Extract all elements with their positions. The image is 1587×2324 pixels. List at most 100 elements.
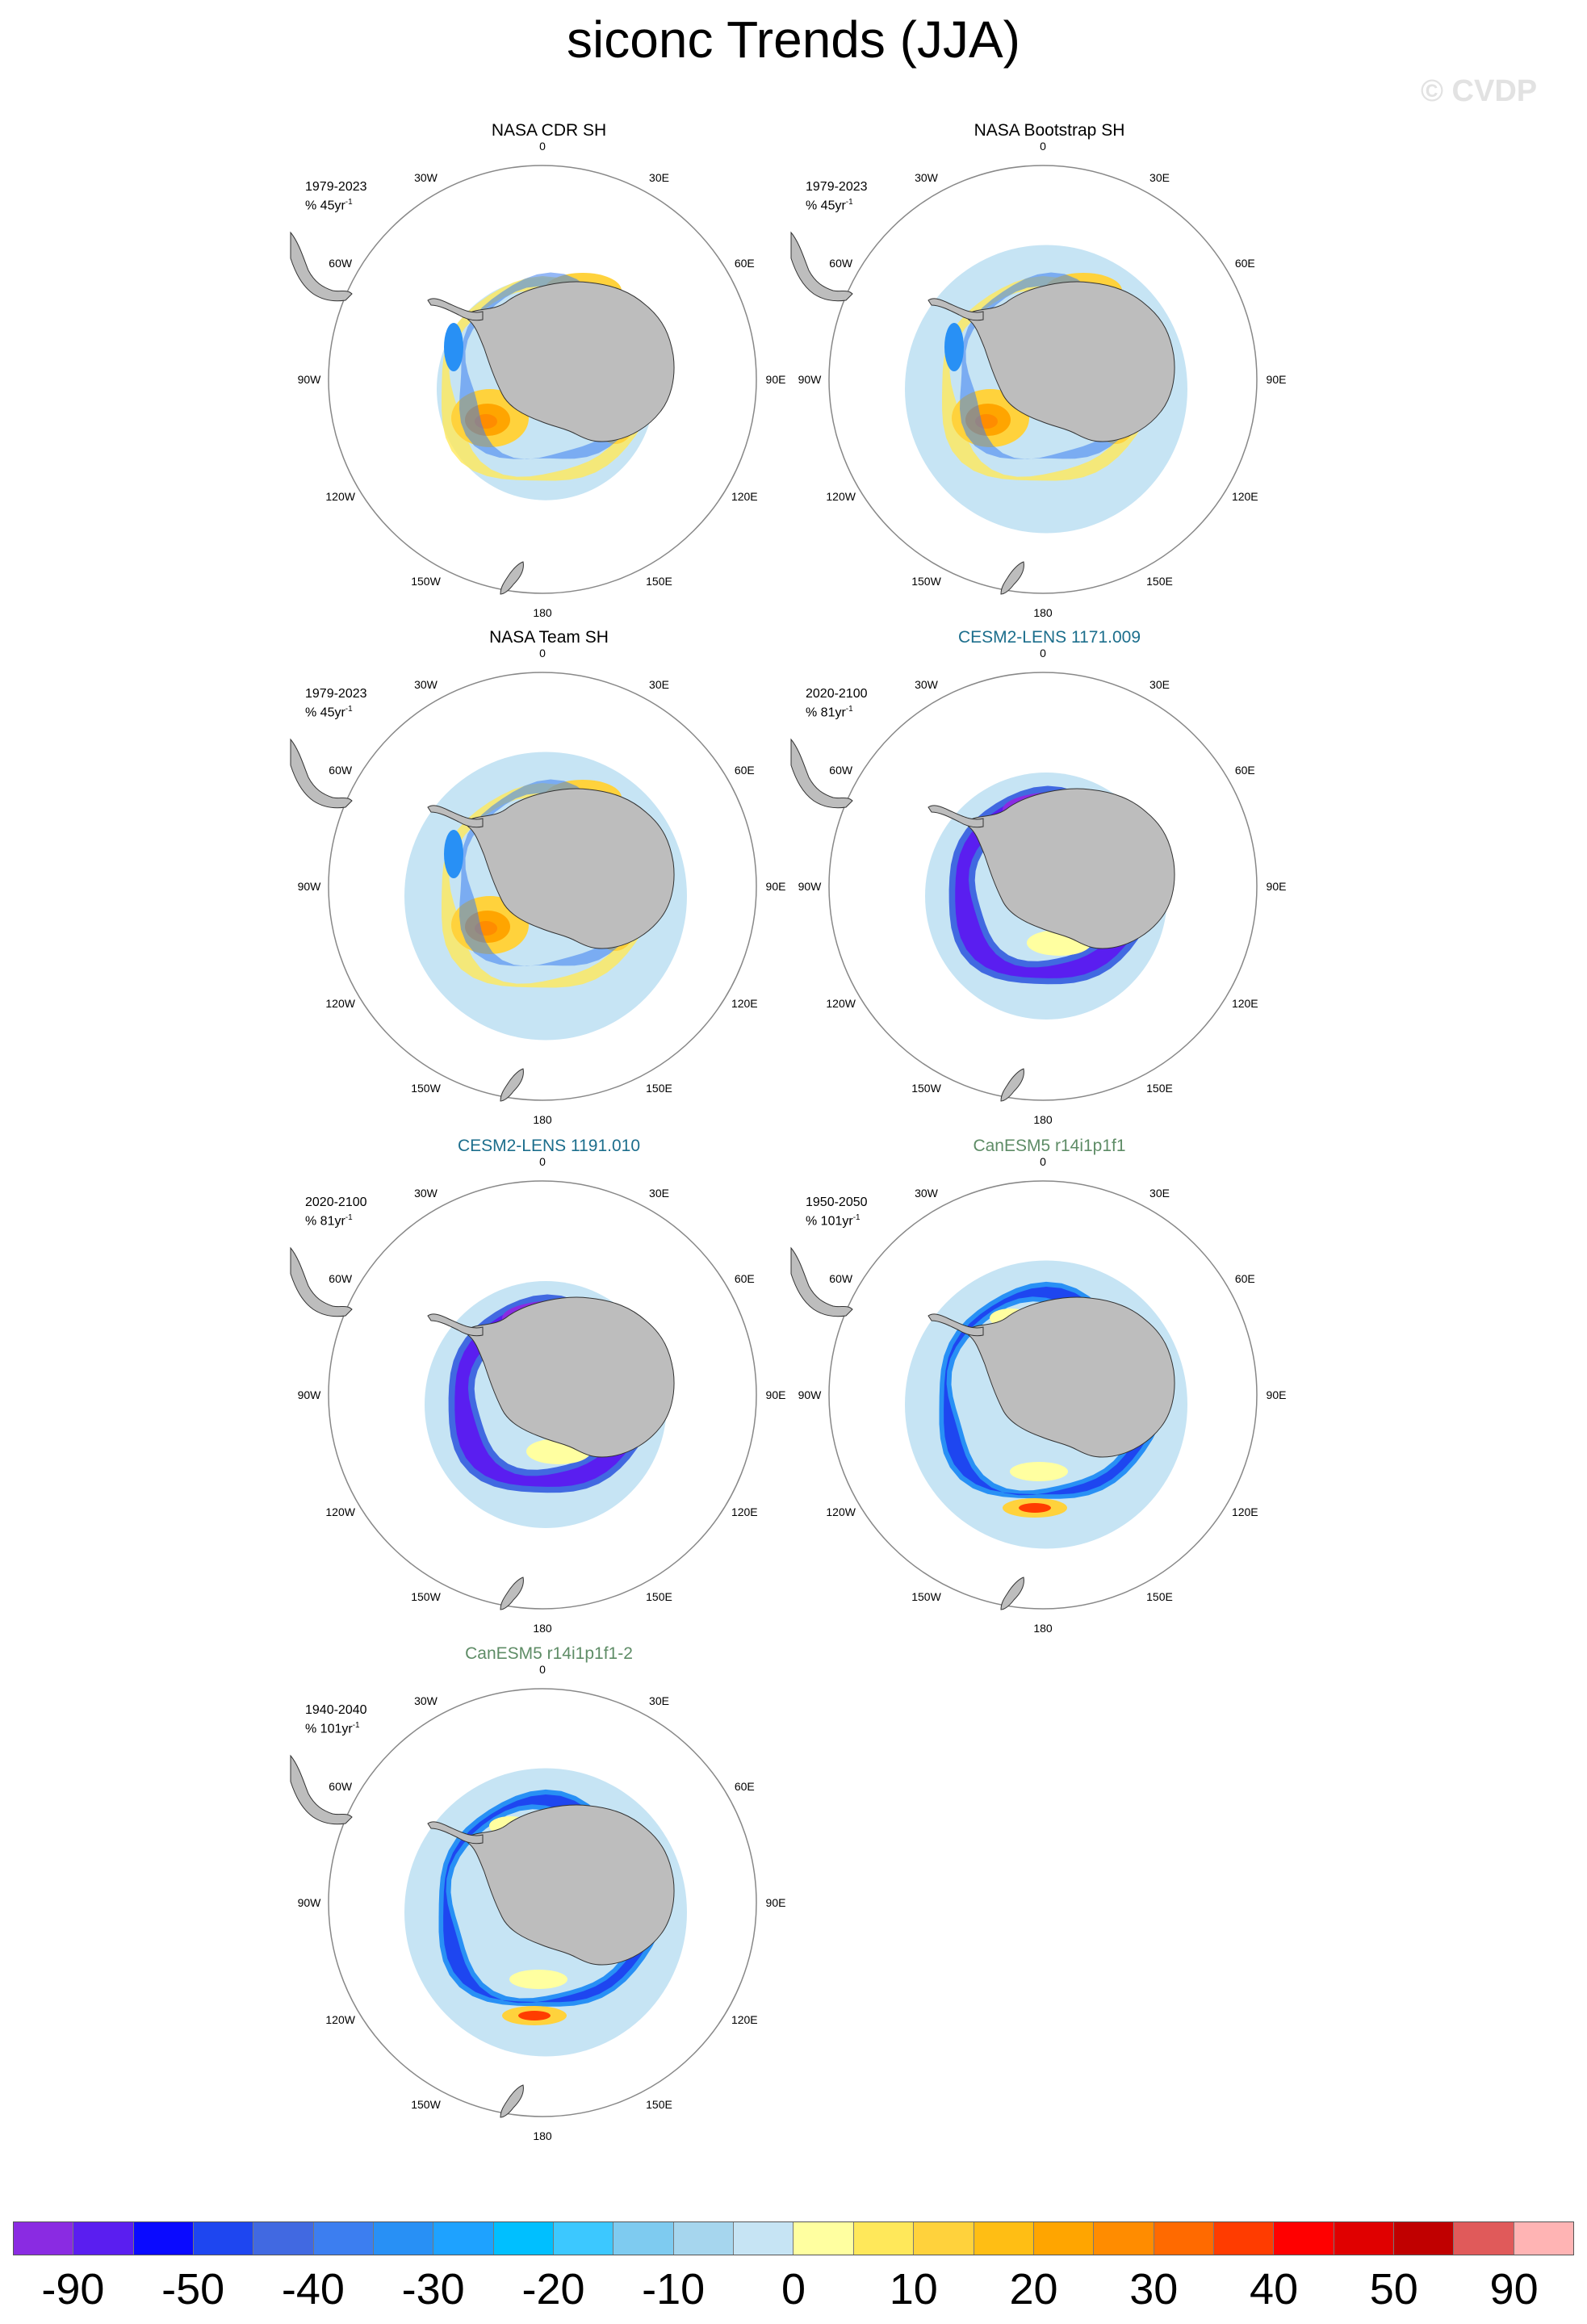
new-zealand-landmass	[1000, 1068, 1024, 1102]
longitude-label: 150E	[1146, 1590, 1173, 1604]
longitude-label: 0	[539, 1663, 546, 1676]
longitude-label: 30W	[414, 677, 438, 691]
period-label: 1979-2023 % 45yr-1	[806, 179, 868, 213]
colorbar-swatch	[1154, 2222, 1214, 2255]
longitude-label: 120E	[731, 489, 758, 503]
trend-units: % 81yr-1	[806, 701, 868, 720]
antarctica-landmass	[466, 788, 675, 949]
longitude-label: 120W	[826, 996, 856, 1010]
colorbar-swatch	[374, 2222, 434, 2255]
antarctica-landmass	[966, 281, 1175, 442]
panel-title: NASA CDR SH	[491, 121, 607, 140]
new-zealand-landmass	[500, 2084, 524, 2118]
longitude-label: 90E	[1266, 373, 1287, 386]
longitude-label: 30E	[649, 170, 669, 184]
units-text: % 81yr	[806, 706, 846, 720]
longitude-label: 90E	[1266, 1388, 1287, 1401]
longitude-label: 30E	[649, 1186, 669, 1200]
period-label: 2020-2100% 81yr-1	[305, 1195, 367, 1229]
longitude-label: 90W	[798, 373, 822, 386]
units-text: % 81yr	[305, 1214, 345, 1229]
longitude-label: 150W	[911, 575, 941, 588]
south-america-landmass	[790, 1246, 853, 1317]
units-text: % 45yr	[305, 199, 345, 213]
longitude-label: 30W	[915, 1186, 938, 1200]
colorbar-swatch	[1393, 2222, 1455, 2255]
colorbar-swatch	[1094, 2222, 1154, 2255]
longitude-label: 0	[1040, 647, 1046, 660]
longitude-label: 150E	[1146, 575, 1173, 588]
longitude-label: 120W	[325, 2012, 355, 2026]
colorbar-swatch	[433, 2222, 494, 2255]
longitude-label: 180	[533, 1622, 552, 1635]
polar-stereographic-map	[790, 672, 1258, 1102]
longitude-label: 30W	[414, 170, 438, 184]
longitude-label: 120W	[325, 1505, 355, 1518]
colorbar-swatch	[133, 2222, 195, 2255]
new-zealand-landmass	[1000, 561, 1024, 595]
colorbar-tick-label: 10	[889, 2265, 938, 2314]
longitude-label: 0	[539, 140, 546, 153]
colorbar-tick-label: 40	[1250, 2265, 1299, 2314]
colorbar-tick-label: 20	[1009, 2265, 1058, 2314]
longitude-label: 60W	[829, 1271, 853, 1285]
longitude-label: 150E	[646, 1082, 672, 1095]
polar-stereographic-map	[290, 672, 757, 1102]
polar-stereographic-map	[290, 165, 757, 595]
units-exponent: -1	[352, 1721, 360, 1730]
longitude-label: 120E	[731, 1505, 758, 1518]
period-label: 1950-2050% 101yr-1	[806, 1195, 868, 1229]
period-label: 2020-2100% 81yr-1	[806, 686, 868, 720]
longitude-label: 60W	[329, 1271, 353, 1285]
units-exponent: -1	[845, 198, 853, 207]
new-zealand-landmass	[500, 1577, 524, 1610]
period-range: 2020-2100	[806, 687, 868, 701]
longitude-label: 60W	[829, 256, 853, 270]
colorbar-tick-label: 50	[1369, 2265, 1418, 2314]
colorbar-swatch	[914, 2222, 974, 2255]
units-text: % 101yr	[305, 1722, 353, 1736]
trend-units: % 81yr-1	[305, 1210, 367, 1229]
colorbar-swatch	[313, 2222, 375, 2255]
period-range: 1979-2023	[806, 180, 868, 194]
colorbar-swatch	[1454, 2222, 1514, 2255]
colorbar-swatch	[794, 2222, 854, 2255]
map-panel: CanESM5 r14i1p1f1-2 1940-2040% 101yr-1 0 30…	[266, 1644, 831, 2169]
colorbar-swatch	[853, 2222, 915, 2255]
figure-title: siconc Trends (JJA)	[567, 10, 1020, 69]
colorbar-labels: -90 -50 -40 -30 -20 -10 0 10 20 30 40 50 90	[13, 2264, 1574, 2314]
period-range: 1950-2050	[806, 1195, 868, 1209]
colorbar-swatch	[1514, 2222, 1573, 2255]
antarctic-peninsula	[427, 1313, 484, 1337]
longitude-label: 60E	[1234, 763, 1255, 777]
longitude-label: 60E	[734, 1779, 755, 1793]
panel-title: CESM2-LENS 1171.009	[957, 628, 1141, 647]
panel-title: NASA Team SH	[489, 628, 609, 647]
polar-stereographic-map	[790, 1180, 1258, 1610]
longitude-label: 120E	[731, 996, 758, 1010]
longitude-label: 120W	[325, 996, 355, 1010]
antarctica-landmass	[966, 788, 1175, 949]
longitude-label: 0	[539, 647, 546, 660]
colorbar-tick-label: -40	[281, 2265, 345, 2314]
units-exponent: -1	[852, 1213, 860, 1222]
period-range: 1940-2040	[305, 1703, 367, 1717]
panel-title: CanESM5 r14i1p1f1	[973, 1137, 1126, 1155]
colorbar-tick-label: -20	[521, 2265, 585, 2314]
new-zealand-landmass	[500, 561, 524, 595]
colorbar-tick-label: -90	[41, 2265, 105, 2314]
period-range: 2020-2100	[305, 1195, 367, 1209]
colorbar-swatch	[1033, 2222, 1095, 2255]
longitude-label: 90E	[1266, 880, 1287, 893]
units-exponent: -1	[845, 705, 853, 714]
longitude-label: 60W	[329, 763, 353, 777]
units-text: % 45yr	[806, 199, 846, 213]
longitude-label: 30E	[649, 1694, 669, 1707]
south-america-landmass	[290, 1246, 353, 1317]
colorbar-swatch	[14, 2222, 74, 2255]
antarctic-peninsula	[427, 805, 484, 828]
longitude-label: 150W	[411, 1082, 441, 1095]
map-panel: CESM2-LENS 1171.009 2020-2100% 81yr-1 0 30E…	[767, 628, 1332, 1153]
colorbar-swatch	[1213, 2222, 1275, 2255]
period-range: 1979-2023	[305, 180, 367, 194]
